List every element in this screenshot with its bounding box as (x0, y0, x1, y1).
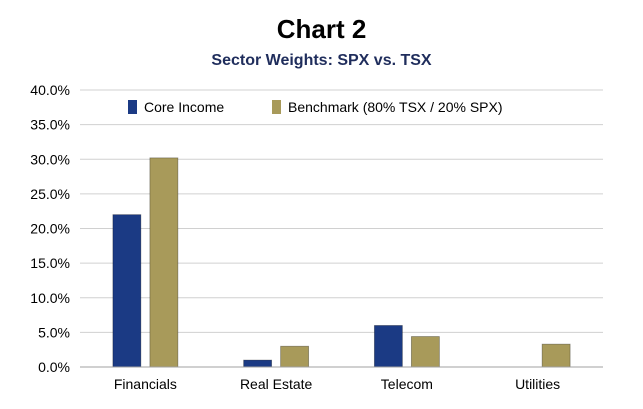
x-axis-categories: Financials Real Estate Telecom Utilities (114, 376, 560, 392)
y-tick-label: 5.0% (38, 324, 70, 340)
bar-benchmark-real-estate (280, 345, 310, 368)
x-category-label: Telecom (381, 376, 433, 392)
y-tick-label: 25.0% (30, 186, 70, 202)
bar-benchmark-telecom (410, 336, 440, 368)
legend-swatch (272, 100, 281, 114)
x-category-label: Financials (114, 376, 177, 392)
chart-subtitle: Sector Weights: SPX vs. TSX (211, 52, 432, 69)
bar-core-income-financials (112, 214, 142, 368)
y-tick-label: 10.0% (30, 290, 70, 306)
y-tick-label: 30.0% (30, 151, 70, 167)
y-tick-label: 15.0% (30, 255, 70, 271)
bar-core-income-telecom (373, 325, 403, 368)
y-tick-label: 20.0% (30, 221, 70, 237)
legend-label: Benchmark (80% TSX / 20% SPX) (288, 99, 503, 115)
bar-core-income-real-estate (243, 359, 273, 368)
y-axis-ticks: 0.0% 5.0% 10.0% 15.0% 20.0% 25.0% 30.0% 35.0% 40… (30, 82, 70, 375)
x-category-label: Utilities (515, 376, 560, 392)
bars (112, 157, 571, 368)
legend: Core Income Benchmark (80% TSX / 20% SPX) (128, 99, 503, 115)
y-tick-label: 35.0% (30, 117, 70, 133)
legend-swatch (128, 100, 137, 114)
bar-benchmark-financials (149, 157, 179, 368)
y-tick-label: 40.0% (30, 82, 70, 98)
bar-benchmark-utilities (541, 343, 571, 368)
legend-label: Core Income (144, 99, 224, 115)
chart-title: Chart 2 (276, 14, 367, 44)
x-category-label: Real Estate (240, 376, 313, 392)
y-tick-label: 0.0% (38, 359, 70, 375)
